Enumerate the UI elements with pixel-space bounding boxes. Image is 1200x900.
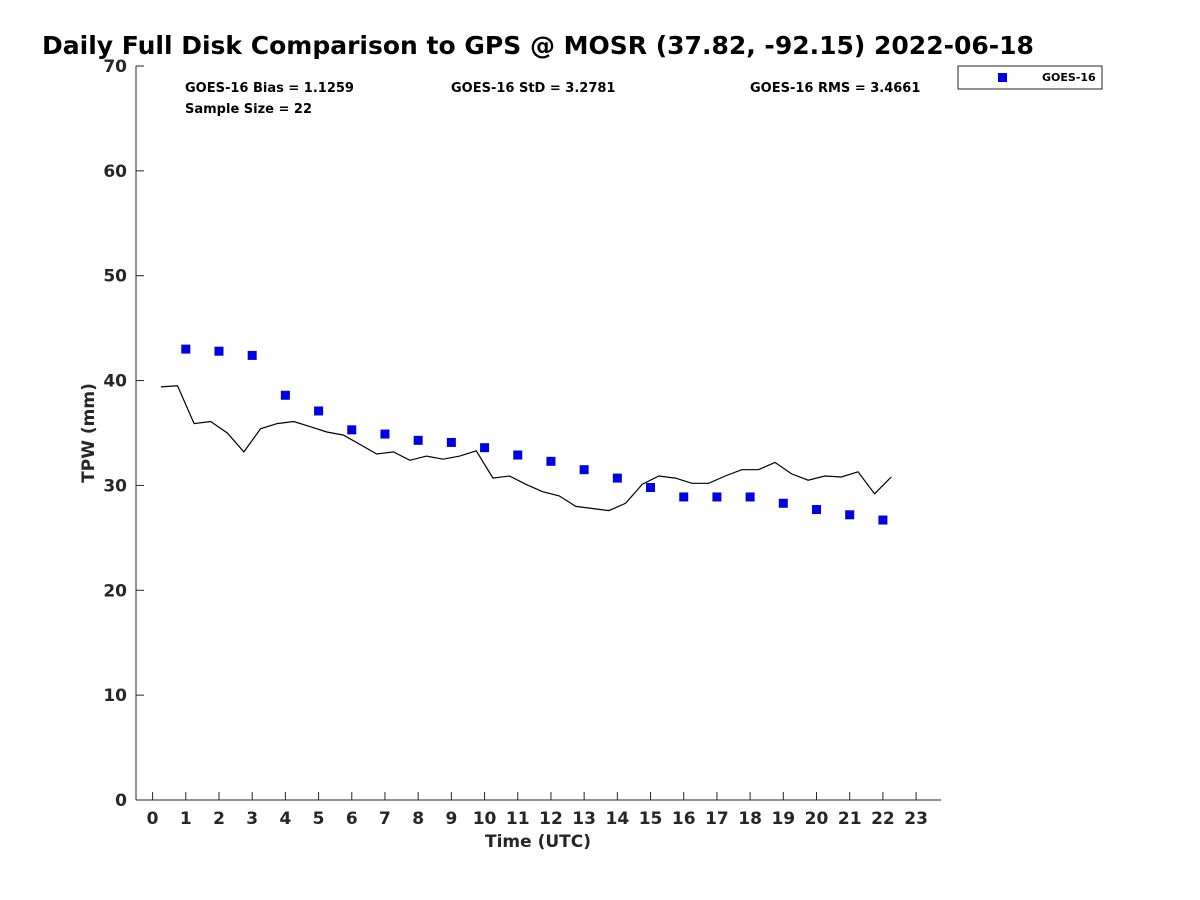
goes-16-point: [812, 505, 822, 515]
x-tick-label: 16: [672, 809, 696, 829]
x-tick-label: 6: [346, 809, 358, 829]
x-tick-label: 20: [805, 809, 829, 829]
stat-std: GOES-16 StD = 3.2781: [451, 81, 615, 96]
legend-box: [957, 65, 1103, 90]
goes-16-point: [679, 492, 689, 502]
goes-16-point: [845, 510, 855, 520]
x-tick-label: 22: [871, 809, 895, 829]
x-tick-label: 15: [639, 809, 663, 829]
goes-16-point: [745, 492, 755, 502]
x-tick-label: 17: [705, 809, 729, 829]
gps-series-line: [160, 385, 892, 512]
y-tick-label: 30: [103, 476, 127, 496]
legend: GOES-16: [957, 65, 1103, 90]
goes-16-point: [646, 483, 656, 493]
goes-16-point: [878, 515, 888, 525]
x-tick-label: 8: [412, 809, 424, 829]
x-tick-label: 10: [473, 809, 497, 829]
goes-16-point: [380, 429, 390, 439]
chart-title: Daily Full Disk Comparison to GPS @ MOSR…: [42, 31, 1034, 60]
goes-16-point: [712, 492, 722, 502]
x-tick-label: 1: [180, 809, 192, 829]
goes-16-point: [612, 473, 622, 483]
stat-bias: GOES-16 Bias = 1.1259: [185, 81, 354, 96]
y-tick-label: 0: [115, 791, 127, 811]
x-tick-label: 0: [147, 809, 159, 829]
goes-16-point: [513, 450, 523, 460]
x-tick-label: 5: [313, 809, 325, 829]
goes-16-point: [778, 498, 788, 508]
y-tick-label: 10: [103, 686, 127, 706]
x-tick-label: 23: [904, 809, 928, 829]
goes-16-point: [413, 435, 423, 445]
x-tick-label: 18: [738, 809, 762, 829]
y-tick-label: 20: [103, 581, 127, 601]
x-tick-label: 2: [213, 809, 225, 829]
x-tick-label: 7: [379, 809, 391, 829]
x-tick-label: 4: [279, 809, 291, 829]
goes-16-point: [314, 406, 324, 416]
x-tick-label: 14: [606, 809, 630, 829]
goes-16-point: [214, 346, 224, 356]
y-tick-label: 50: [103, 267, 127, 287]
series-layer: [160, 344, 892, 525]
goes-16-point: [181, 344, 191, 354]
goes-16-point: [546, 456, 556, 466]
stat-sample-size: Sample Size = 22: [185, 102, 312, 117]
x-ticks: 0 1 2 3 4 5 6 7 8 9 10 11 12 13 14 15 16 17 18 19 20 21 22 23: [147, 792, 928, 829]
goes-16-point: [347, 425, 357, 435]
legend-label-goes-16: GOES-16: [1042, 71, 1096, 84]
goes-16-point: [280, 390, 290, 400]
y-tick-label: 60: [103, 162, 127, 182]
goes-16-point: [247, 350, 257, 360]
y-tick-label: 70: [103, 57, 127, 77]
x-tick-label: 11: [506, 809, 530, 829]
x-tick-label: 3: [246, 809, 258, 829]
x-tick-label: 13: [572, 809, 596, 829]
x-tick-label: 9: [445, 809, 457, 829]
y-tick-label: 40: [103, 372, 127, 392]
x-tick-label: 21: [838, 809, 862, 829]
goes-16-point: [480, 443, 490, 453]
x-axis-label: Time (UTC): [485, 832, 591, 852]
stat-rms: GOES-16 RMS = 3.4661: [750, 81, 920, 96]
y-ticks: 0 10 20 30 40 50 60 70: [103, 57, 144, 811]
goes-16-point: [579, 465, 589, 475]
y-axis-label: TPW (mm): [79, 383, 99, 483]
plot-axes: [135, 66, 941, 801]
x-tick-label: 19: [771, 809, 795, 829]
goes-16-series: [181, 344, 888, 525]
goes-16-point: [446, 437, 456, 447]
legend-marker: [998, 73, 1007, 82]
x-tick-label: 12: [539, 809, 563, 829]
